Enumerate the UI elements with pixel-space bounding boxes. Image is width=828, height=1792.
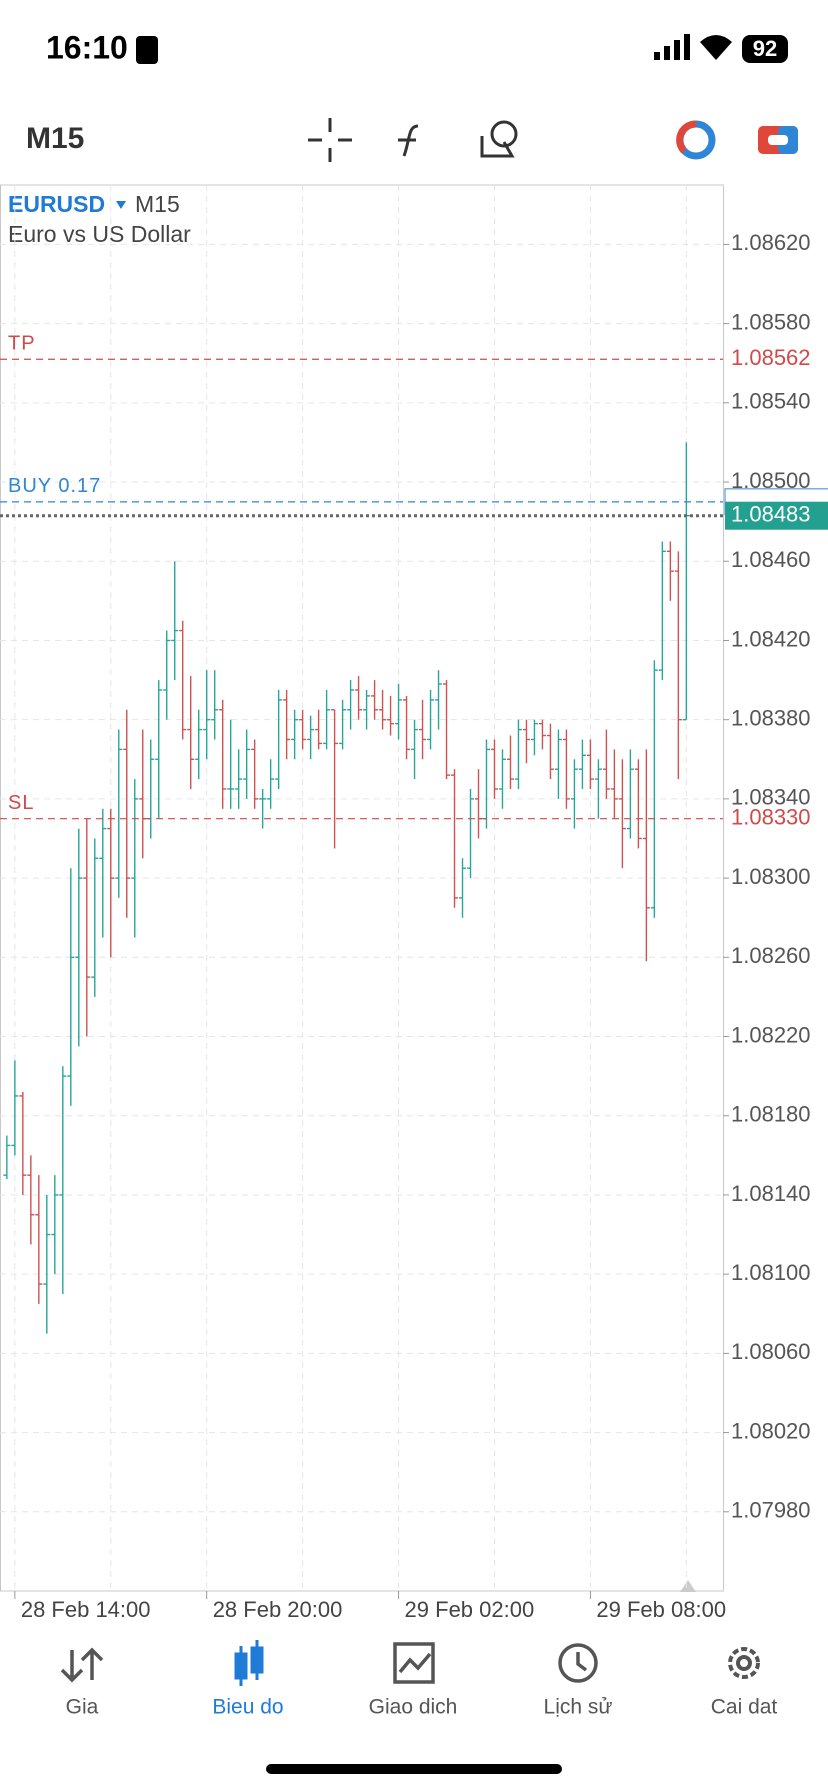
scroll-marker <box>680 1580 696 1592</box>
y-tick-label: 1.08300 <box>731 864 811 889</box>
home-indicator <box>266 1764 562 1774</box>
nav-icon <box>60 1647 104 1683</box>
level-label: BUY 0.17 <box>8 475 101 497</box>
y-tick-label: 1.08420 <box>731 626 811 651</box>
nav-icon <box>393 1642 435 1684</box>
bid-price-box <box>725 501 828 530</box>
chart: EURUSD M15 Euro vs US Dollar 1.07980 1.08… <box>0 184 828 1622</box>
status-icon <box>136 36 158 64</box>
period-button[interactable]: M15 <box>26 122 84 155</box>
y-tick-label: 1.08060 <box>731 1339 811 1364</box>
nav-label[interactable]: Giao dich <box>369 1696 458 1719</box>
clock: 16:10 <box>46 29 128 65</box>
y-tick-label: 1.08340 <box>731 785 811 810</box>
wifi-icon <box>700 35 732 60</box>
nav-icon <box>558 1643 598 1683</box>
status-bar: 16:10 92 <box>46 29 788 65</box>
symbol-dropdown[interactable] <box>116 201 126 209</box>
y-tick-label: 1.07980 <box>731 1498 811 1523</box>
battery-icon <box>742 35 788 63</box>
y-tick-label: 1.08100 <box>731 1260 811 1285</box>
y-tick-label: 1.08580 <box>731 309 811 334</box>
nav-icon <box>728 1647 760 1679</box>
level-label: TP <box>8 333 36 355</box>
y-tick-label: 1.08540 <box>731 389 811 414</box>
x-tick-label: 29 Feb 02:00 <box>405 1597 535 1622</box>
toolbar: M15 <box>26 118 798 162</box>
chart-period: M15 <box>135 191 180 217</box>
x-tick-label: 28 Feb 14:00 <box>21 1597 151 1622</box>
account-button[interactable] <box>676 120 716 160</box>
y-tick-label: 1.08620 <box>731 230 811 255</box>
chart-frame <box>0 184 724 1592</box>
level-price: 1.08330 <box>731 805 811 830</box>
nav-label[interactable]: Bieu do <box>212 1696 283 1719</box>
y-tick-label: 1.08220 <box>731 1022 811 1047</box>
y-tick-label: 1.08180 <box>731 1102 811 1127</box>
y-tick-label: 1.08260 <box>731 943 811 968</box>
nav-label[interactable]: Cai dat <box>711 1696 778 1719</box>
signal-icon <box>654 34 690 60</box>
level-label: SL <box>8 792 34 814</box>
nav-icon <box>234 1640 264 1686</box>
y-tick-label: 1.08460 <box>731 547 811 572</box>
y-tick-label: 1.08380 <box>731 705 811 730</box>
nav-label[interactable]: Gia <box>66 1696 99 1719</box>
bid-price: 1.08483 <box>731 502 811 527</box>
level-price-box <box>725 805 827 832</box>
x-tick-label: 28 Feb 20:00 <box>213 1597 343 1622</box>
bottom-nav <box>60 1640 760 1774</box>
level-price: 1.08562 <box>731 345 811 370</box>
trade-button[interactable] <box>758 126 798 154</box>
symbol-description: Euro vs US Dollar <box>8 221 191 247</box>
crosshair-button[interactable] <box>308 118 352 162</box>
battery-level: 92 <box>753 36 777 61</box>
nav-label[interactable]: Lịch sử <box>544 1696 613 1719</box>
symbol[interactable]: EURUSD <box>8 191 105 217</box>
y-tick-label: 1.08140 <box>731 1181 811 1206</box>
y-tick-label: 1.08020 <box>731 1418 811 1443</box>
objects-button[interactable] <box>480 120 518 158</box>
indicator-button[interactable] <box>398 124 419 157</box>
x-tick-label: 29 Feb 08:00 <box>596 1597 726 1622</box>
level-price-box <box>725 346 827 373</box>
